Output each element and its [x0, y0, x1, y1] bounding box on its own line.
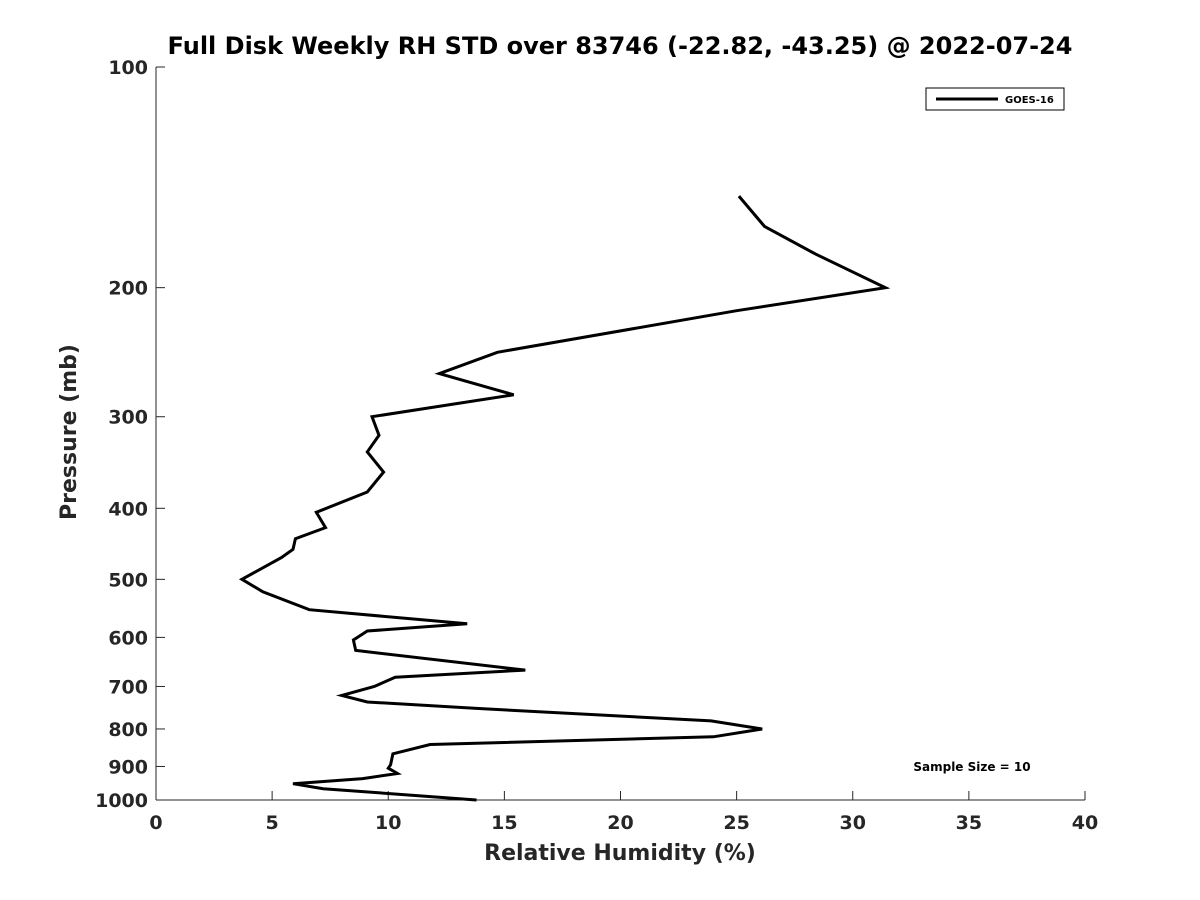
y-tick-label: 800 [108, 719, 148, 741]
legend: GOES-16 [925, 87, 1065, 111]
chart-title: Full Disk Weekly RH STD over 83746 (-22.… [168, 32, 1073, 60]
x-tick-label: 5 [266, 812, 279, 834]
plot-area: 0 5 10 15 20 25 30 35 40 100 200 300 400 500 600 700 800… [95, 57, 1098, 834]
y-tick-label: 700 [108, 676, 148, 698]
x-tick-label: 15 [491, 812, 517, 834]
series-line-goes16 [238, 195, 891, 802]
y-tick-label: 300 [108, 407, 148, 429]
x-tick-label: 40 [1072, 812, 1098, 834]
x-axis-label: Relative Humidity (%) [484, 841, 756, 866]
x-tick-label: 35 [956, 812, 982, 834]
y-axis-label: Pressure (mb) [57, 344, 82, 520]
x-tick-label: 25 [723, 812, 749, 834]
y-tick-label: 100 [108, 57, 148, 79]
sample-size-annotation: Sample Size = 10 [913, 760, 1030, 774]
y-tick-label: 600 [108, 627, 148, 649]
y-tick-label: 200 [108, 278, 148, 300]
x-tick-label: 30 [840, 812, 866, 834]
x-tick-label: 10 [375, 812, 401, 834]
x-tick-label: 20 [607, 812, 633, 834]
legend-label-goes16: GOES-16 [1005, 95, 1054, 106]
y-tick-label: 400 [108, 498, 148, 520]
y-tick-label: 900 [108, 756, 148, 778]
y-tick-label: 500 [108, 569, 148, 591]
y-tick-label: 1000 [95, 790, 148, 812]
x-tick-label: 0 [149, 812, 162, 834]
